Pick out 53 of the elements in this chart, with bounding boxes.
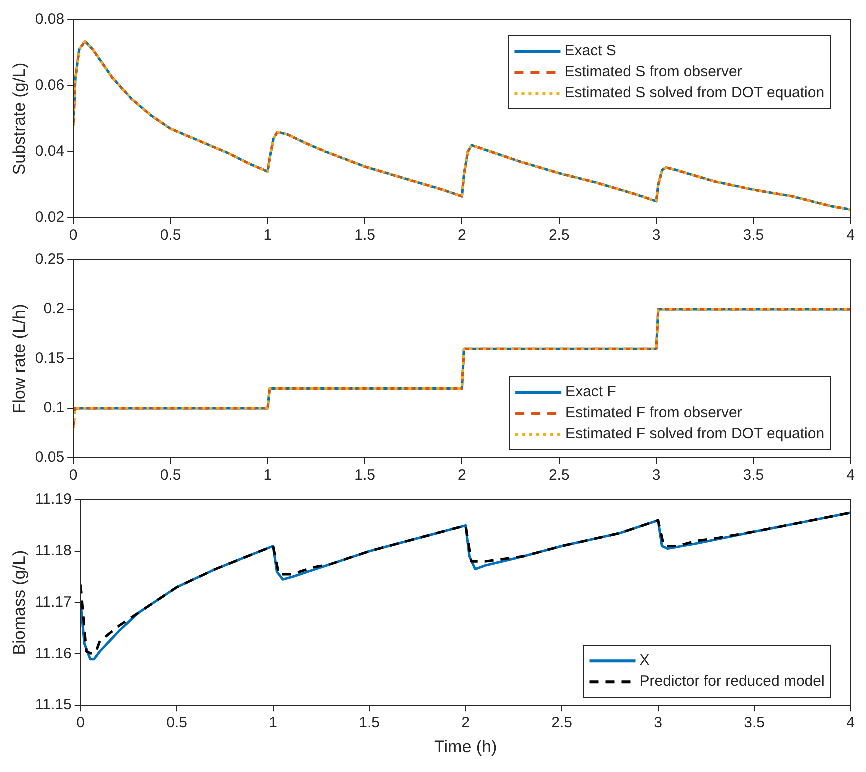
x-axis-title: Time (h) [434,737,498,756]
x-tick-label: 0.5 [160,467,182,484]
y-tick-label: 11.18 [35,542,72,560]
x-tick-label: 1 [269,714,278,732]
x-tick-label: 1 [264,227,272,244]
legend-label: Estimated S from observer [564,64,742,81]
y-tick-label: 0.08 [35,11,65,28]
x-tick-label: 1 [264,467,272,484]
x-tick-label: 0 [76,714,85,732]
x-tick-label: 2.5 [548,467,570,484]
y-tick-label: 0.05 [35,449,65,466]
y-tick-label: 0.1 [44,400,65,417]
x-tick-label: 2.5 [552,714,573,732]
y-tick-label: 0.02 [35,209,65,226]
x-tick-label: 3.5 [744,714,766,732]
x-tick-label: 4 [846,714,855,732]
y-tick-label: 0.04 [35,143,65,160]
legend-label: X [640,652,650,670]
legend-label: Estimated F from observer [566,404,742,422]
legend-label: Exact S [564,42,616,60]
x-tick-label: 2.5 [548,227,570,244]
y-axis-title: Biomass (g/L) [10,550,29,656]
x-tick-label: 4 [846,227,855,244]
x-tick-label: 3 [652,467,661,484]
x-tick-label: 3.5 [743,467,764,484]
y-tick-label: 11.19 [35,491,72,508]
x-tick-label: 0 [69,227,78,244]
y-tick-label: 11.15 [35,696,72,714]
legend-label: Predictor for reduced model [640,673,825,690]
y-tick-label: 0.15 [35,350,65,368]
y-tick-label: 0.25 [35,251,65,268]
legend-label: Estimated F solved from DOT equation [566,426,825,443]
x-tick-label: 2 [458,227,466,244]
x-tick-label: 2 [458,467,466,484]
x-tick-label: 0.5 [166,714,188,732]
x-tick-label: 3 [652,227,661,244]
x-tick-label: 1.5 [354,467,376,484]
x-tick-label: 0.5 [160,227,182,244]
x-tick-label: 4 [846,467,855,484]
x-tick-label: 3 [654,714,662,732]
x-tick-label: 1.5 [354,227,376,244]
y-axis-title: Substrate (g/L) [10,62,29,176]
y-tick-label: 0.2 [44,300,65,318]
legend-label: Exact F [566,384,616,401]
x-tick-label: 3.5 [743,227,764,244]
x-tick-label: 0 [69,467,78,484]
y-tick-label: 0.06 [35,77,65,94]
y-tick-label: 11.16 [35,645,72,662]
x-tick-label: 2 [462,714,470,732]
x-tick-label: 1.5 [359,714,380,732]
y-axis-title: Flow rate (L/h) [10,304,29,414]
y-tick-label: 11.17 [35,594,72,611]
legend-label: Estimated S solved from DOT equation [564,84,825,102]
